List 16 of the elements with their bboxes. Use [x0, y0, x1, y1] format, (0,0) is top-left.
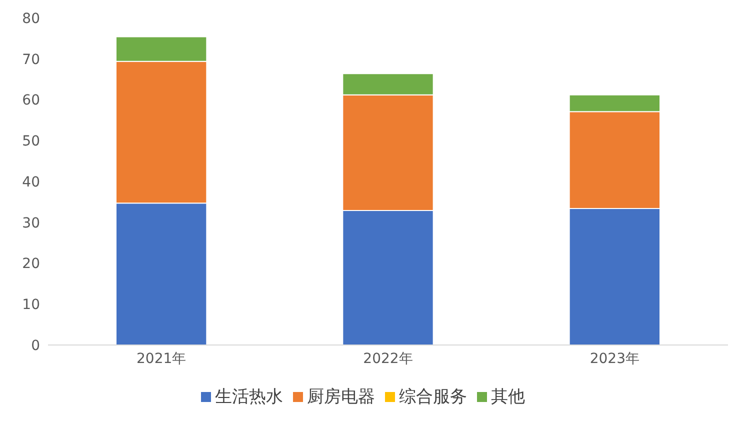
legend-label: 厨房电器	[307, 387, 375, 407]
y-tick-label: 40	[22, 174, 40, 190]
y-tick-label: 50	[22, 134, 40, 150]
legend-label: 综合服务	[399, 387, 467, 407]
y-tick-label: 30	[22, 215, 40, 232]
y-tick-label: 0	[31, 338, 40, 354]
legend-label: 生活热水	[215, 387, 283, 407]
x-tick-label: 2022年	[363, 350, 413, 367]
x-tick-label: 2023年	[590, 350, 640, 367]
y-tick-label: 10	[22, 297, 40, 314]
y-tick-label: 70	[22, 52, 40, 68]
y-tick-label: 80	[22, 10, 40, 27]
y-tick-label: 20	[22, 256, 40, 272]
x-tick-label: 2021年	[136, 350, 186, 367]
y-tick-label: 60	[22, 92, 40, 109]
legend-label: 其他	[491, 387, 525, 407]
